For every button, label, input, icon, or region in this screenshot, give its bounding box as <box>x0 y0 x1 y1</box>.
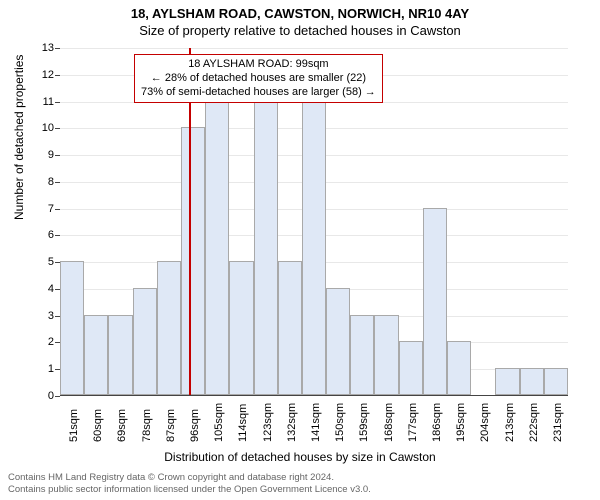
histogram-bar <box>108 315 132 395</box>
gridline <box>60 48 568 49</box>
histogram-bar <box>495 368 519 395</box>
y-tick-label: 0 <box>0 390 54 402</box>
y-tick-label: 9 <box>0 149 54 161</box>
x-tick-label: 150sqm <box>334 403 346 442</box>
y-tick-label: 11 <box>0 96 54 108</box>
y-tick-label: 12 <box>0 69 54 81</box>
histogram-bar <box>84 315 108 395</box>
x-tick-label: 186sqm <box>431 403 443 442</box>
x-tick-label: 195sqm <box>455 403 467 442</box>
plot-area: 18 AYLSHAM ROAD: 99sqm← 28% of detached … <box>60 48 568 396</box>
y-tick-label: 2 <box>0 336 54 348</box>
histogram-bar <box>60 261 84 395</box>
x-tick-label: 222sqm <box>528 403 540 442</box>
histogram-bar <box>205 74 229 395</box>
histogram-bar <box>544 368 568 395</box>
y-tick-label: 8 <box>0 176 54 188</box>
histogram-bar <box>229 261 253 395</box>
x-tick-label: 69sqm <box>116 409 128 442</box>
y-tick-label: 1 <box>0 363 54 375</box>
y-tick-label: 10 <box>0 122 54 134</box>
x-axis-title: Distribution of detached houses by size … <box>0 450 600 464</box>
y-tick-label: 5 <box>0 256 54 268</box>
histogram-bar <box>520 368 544 395</box>
histogram-bar <box>181 127 205 395</box>
histogram-bar <box>326 288 350 395</box>
x-tick-label: 78sqm <box>141 409 153 442</box>
annotation-line: 18 AYLSHAM ROAD: 99sqm <box>141 58 376 72</box>
x-tick-label: 177sqm <box>407 403 419 442</box>
x-tick-label: 114sqm <box>237 404 249 442</box>
attribution-line-2: Contains public sector information licen… <box>8 484 371 496</box>
histogram-bar <box>133 288 157 395</box>
x-tick-label: 60sqm <box>92 409 104 442</box>
attribution-line-1: Contains HM Land Registry data © Crown c… <box>8 472 371 484</box>
histogram-bar <box>278 261 302 395</box>
x-tick-label: 204sqm <box>479 403 491 442</box>
annotation-box: 18 AYLSHAM ROAD: 99sqm← 28% of detached … <box>134 54 383 103</box>
histogram-bar <box>447 341 471 395</box>
y-tick-label: 13 <box>0 42 54 54</box>
x-tick-label: 132sqm <box>286 403 298 442</box>
title-line-1: 18, AYLSHAM ROAD, CAWSTON, NORWICH, NR10… <box>0 0 600 21</box>
x-tick-label: 51sqm <box>68 409 80 442</box>
annotation-line: ← 28% of detached houses are smaller (22… <box>141 72 376 86</box>
histogram-bar <box>254 101 278 395</box>
x-tick-label: 87sqm <box>165 409 177 442</box>
y-tick-label: 7 <box>0 203 54 215</box>
x-tick-label: 231sqm <box>552 403 564 442</box>
x-tick-label: 123sqm <box>262 403 274 442</box>
histogram-bar <box>399 341 423 395</box>
attribution: Contains HM Land Registry data © Crown c… <box>8 472 371 496</box>
x-tick-label: 141sqm <box>310 403 322 442</box>
chart-container: 18, AYLSHAM ROAD, CAWSTON, NORWICH, NR10… <box>0 0 600 500</box>
title-line-2: Size of property relative to detached ho… <box>0 21 600 38</box>
histogram-bar <box>350 315 374 395</box>
plot-inner: 18 AYLSHAM ROAD: 99sqm← 28% of detached … <box>60 48 568 396</box>
y-tick-label: 4 <box>0 283 54 295</box>
histogram-bar <box>157 261 181 395</box>
x-tick-label: 96sqm <box>189 409 201 442</box>
histogram-bar <box>374 315 398 395</box>
x-tick-label: 168sqm <box>383 403 395 442</box>
histogram-bar <box>423 208 447 395</box>
histogram-bar <box>302 101 326 395</box>
annotation-line: 73% of semi-detached houses are larger (… <box>141 86 376 100</box>
x-tick-label: 159sqm <box>358 403 370 442</box>
x-tick-label: 213sqm <box>504 403 516 442</box>
x-tick-label: 105sqm <box>213 403 225 442</box>
y-tick-label: 6 <box>0 229 54 241</box>
y-tick-label: 3 <box>0 310 54 322</box>
